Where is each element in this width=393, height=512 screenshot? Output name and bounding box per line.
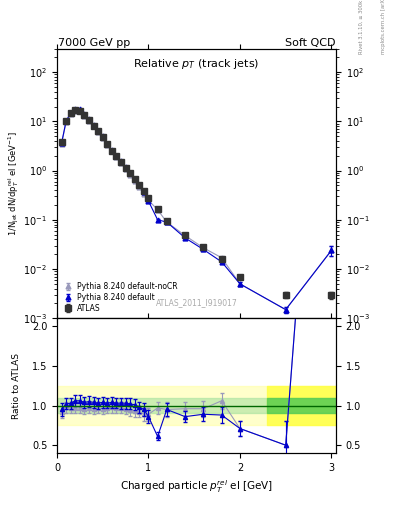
Text: Soft QCD: Soft QCD (285, 38, 336, 49)
Text: mcplots.cern.ch [arXiv:1306.3436]: mcplots.cern.ch [arXiv:1306.3436] (381, 0, 386, 54)
Text: Rivet 3.1.10, ≥ 300k events: Rivet 3.1.10, ≥ 300k events (358, 0, 364, 54)
Text: Relative $p_T$ (track jets): Relative $p_T$ (track jets) (133, 57, 260, 71)
Bar (57, 398, 336, 414)
Y-axis label: Ratio to ATLAS: Ratio to ATLAS (12, 353, 21, 419)
X-axis label: Charged particle $p_T^{rel}$ el [GeV]: Charged particle $p_T^{rel}$ el [GeV] (120, 478, 273, 495)
Text: ATLAS_2011_I919017: ATLAS_2011_I919017 (156, 298, 237, 308)
Text: 7000 GeV pp: 7000 GeV pp (58, 38, 130, 49)
Legend: Pythia 8.240 default-noCR, Pythia 8.240 default, ATLAS: Pythia 8.240 default-noCR, Pythia 8.240 … (61, 281, 179, 314)
Bar (57, 386, 336, 425)
Y-axis label: 1/N$_{\rm jet}$ dN/dp$_T^{\rm rel}$ el [GeV$^{-1}$]: 1/N$_{\rm jet}$ dN/dp$_T^{\rm rel}$ el [… (6, 131, 21, 236)
